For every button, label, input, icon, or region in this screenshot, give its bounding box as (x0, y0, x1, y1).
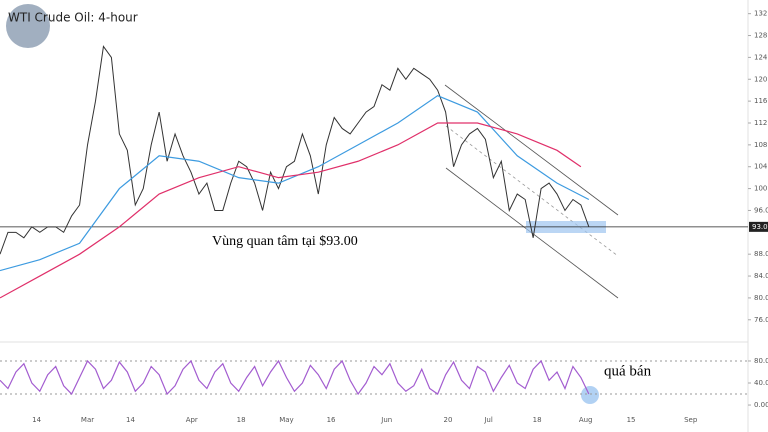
y-tick-label: 108.00 (754, 141, 768, 149)
price-label-box (749, 221, 768, 232)
logo (6, 4, 50, 48)
channel-top (444, 84, 619, 216)
x-tick-label: 20 (444, 416, 453, 424)
x-tick-label: 14 (32, 416, 41, 424)
y-tick-label: 0.00 (754, 401, 768, 409)
series-line (0, 122, 582, 299)
price-label: 93.00 (752, 223, 768, 231)
x-tick-label: Sep (684, 416, 698, 424)
x-tick-label: 18 (533, 416, 542, 424)
x-tick-label: 14 (126, 416, 135, 424)
y-tick-label: 104.00 (754, 163, 768, 171)
y-tick-label: 76.00 (754, 316, 768, 324)
y-tick-label: 120.00 (754, 75, 768, 83)
series-line (0, 359, 590, 396)
x-tick-label: 18 (237, 416, 246, 424)
x-tick-label: Jul (483, 416, 493, 424)
y-tick-label: 40.00 (754, 379, 768, 387)
y-tick-label: 96.00 (754, 206, 768, 214)
y-tick-label: 80.00 (754, 294, 768, 302)
oversold-marker (581, 386, 599, 404)
y-tick-label: 112.00 (754, 119, 768, 127)
series-line (0, 45, 590, 255)
y-tick-label: 88.00 (754, 250, 768, 258)
chart-title: WTI Crude Oil: 4-hour (8, 11, 138, 25)
x-tick-label: 15 (627, 416, 636, 424)
x-tick-label: 16 (327, 416, 336, 424)
annotation: quá bán (604, 363, 652, 379)
x-tick-label: Aug (579, 416, 593, 424)
y-tick-label: 116.00 (754, 97, 768, 105)
y-tick-label: 128.00 (754, 32, 768, 40)
x-tick-label: Mar (81, 416, 94, 424)
x-tick-label: May (279, 416, 293, 424)
y-tick-label: 80.00 (754, 357, 768, 365)
y-tick-label: 124.00 (754, 53, 768, 61)
x-tick-label: Apr (186, 416, 198, 424)
y-tick-label: 100.00 (754, 185, 768, 193)
x-tick-label: Jun (380, 416, 392, 424)
y-tick-label: 132.00 (754, 10, 768, 18)
y-tick-label: 84.00 (754, 272, 768, 280)
annotation: Vùng quan tâm tại $93.00 (212, 234, 358, 249)
